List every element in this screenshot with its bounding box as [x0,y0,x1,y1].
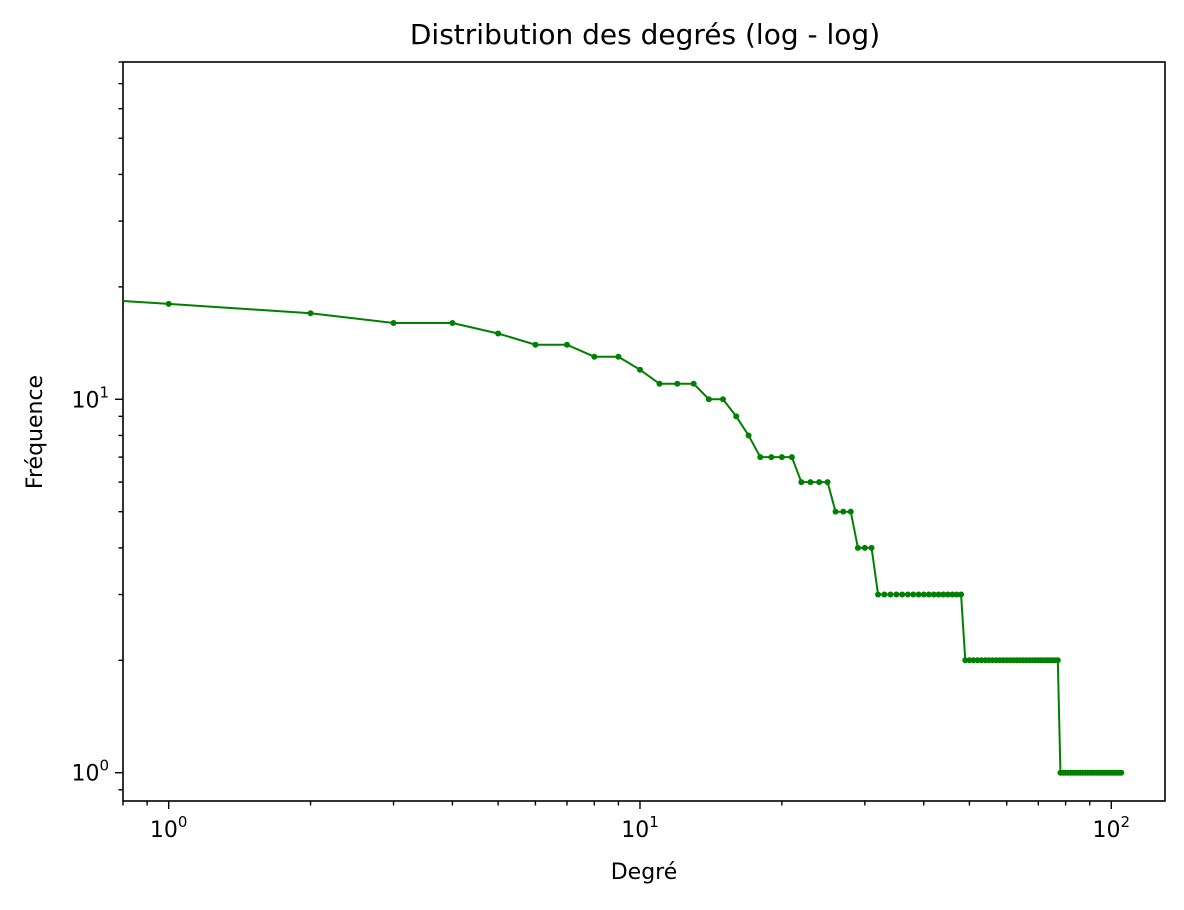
data-point [840,508,847,515]
data-point [920,591,927,598]
y-axis: 100 101 [71,61,123,791]
data-point [390,320,397,327]
data-point [944,591,951,598]
data-point [1054,657,1061,664]
data-point [1118,769,1125,776]
x-tick-label: 100 [150,813,188,843]
x-axis-label: Degré [611,860,678,885]
series-line-0 [123,299,1122,774]
data-point [925,591,932,598]
data-point [563,341,570,348]
data-point [935,591,942,598]
data-point [788,454,795,461]
data-point [615,353,622,360]
data-point [861,544,868,551]
data-point [893,591,900,598]
data-point [495,330,502,337]
data-point [745,432,752,439]
data-point [690,380,697,387]
data-point [904,591,911,598]
data-point [915,591,922,598]
data-point [868,544,875,551]
y-tick-label: 101 [71,383,109,413]
data-point [962,657,969,664]
data-point [757,454,764,461]
data-point [778,454,785,461]
data-point [798,479,805,486]
data-point [949,591,956,598]
data-point [674,380,681,387]
data-point [532,341,539,348]
plot-area-frame [122,61,1166,802]
data-point [875,591,882,598]
data-point [854,544,861,551]
data-point [719,396,726,403]
data-point [953,591,960,598]
data-point [768,454,775,461]
x-tick-label: 101 [621,813,659,843]
y-tick-label: 100 [71,757,109,787]
data-point [958,591,965,598]
data-point [847,508,854,515]
data-point [591,353,598,360]
data-point [656,380,663,387]
data-point [930,591,937,598]
data-point [733,413,740,420]
x-axis: 100 101 102 [122,801,1131,843]
y-axis-label: Fréquence [23,375,48,489]
data-point [887,591,894,598]
data-point [824,479,831,486]
data-point [940,591,947,598]
x-tick-label: 102 [1093,813,1131,843]
data-point [705,396,712,403]
data-point [832,508,839,515]
data-point [449,320,456,327]
data-point [816,479,823,486]
series-layer [123,299,1125,776]
data-point [807,479,814,486]
data-point [307,310,314,317]
data-point [910,591,917,598]
data-point [881,591,888,598]
chart-title: Distribution des degrés (log - log) [410,18,880,51]
data-point [636,366,643,373]
data-point [165,300,172,307]
data-point [899,591,906,598]
